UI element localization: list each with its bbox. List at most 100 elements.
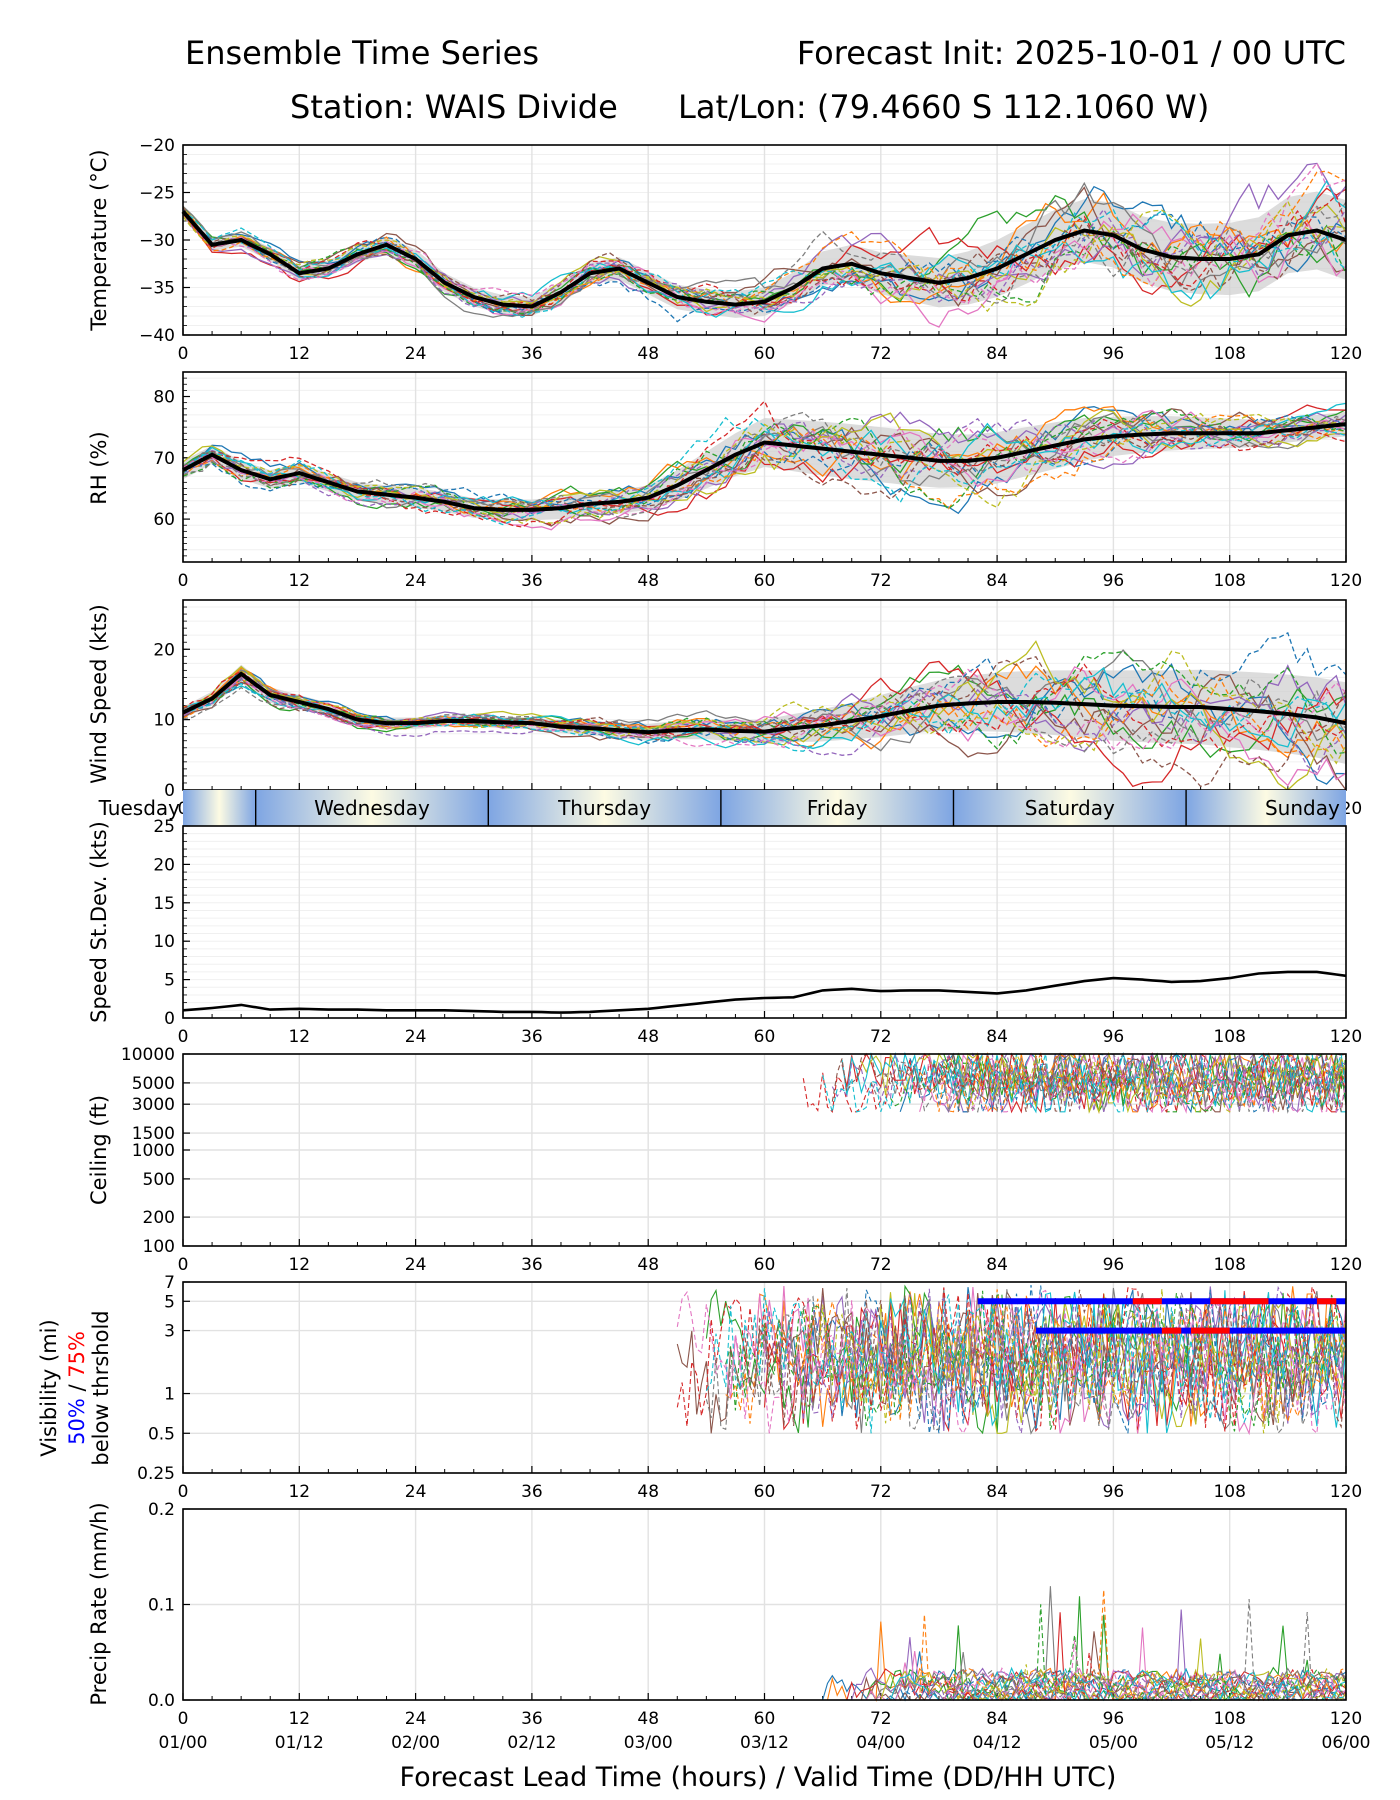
- member-line: [705, 1284, 1347, 1435]
- x-tick-label: 96: [1103, 1482, 1125, 1502]
- member-line: [705, 1288, 1347, 1435]
- member-line: [182, 408, 1347, 527]
- day-of-week-strip: Tuesday Wednesday Thursday Friday Saturday Su…: [98, 790, 1346, 826]
- x-tick-label: 36: [521, 571, 543, 591]
- y-tick-label: 10: [153, 932, 175, 952]
- vis-below-label: below thrshold: [89, 1310, 113, 1465]
- day-band: [720, 790, 954, 826]
- member-line: [182, 650, 1347, 765]
- member-line: [182, 673, 1347, 791]
- member-line: [182, 417, 1347, 516]
- y-tick-label: 70: [153, 449, 175, 469]
- member-line: [831, 1051, 1347, 1113]
- y-tick-label: 7: [164, 1273, 175, 1293]
- visibility-ylabel-pct: 50% / 75%: [65, 1331, 89, 1445]
- x-tick-label: 72: [870, 344, 892, 364]
- x-tick-label: 96: [1103, 1027, 1125, 1047]
- member-line: [182, 417, 1347, 513]
- day-label: Wednesday: [314, 796, 430, 820]
- temperature-panel: 0 12 24 36 48 60 72 84 96 108 120 −20 −25 −30 −35 −40 Te…: [87, 136, 1362, 364]
- member-line: [676, 1286, 1347, 1433]
- y-tick-label: 15: [153, 894, 175, 914]
- title-left: Ensemble Time Series: [185, 34, 539, 72]
- x-axis-label: Forecast Lead Time (hours) / Valid Time …: [400, 1762, 1117, 1793]
- x-tick-label: 60: [754, 344, 776, 364]
- x-tick-label: 24: [405, 1027, 427, 1047]
- y-axis-label: RH (%): [87, 431, 111, 504]
- mean-line: [182, 970, 1347, 1014]
- station-label: Station: WAIS Divide: [290, 88, 618, 126]
- y-axis-label: Wind Speed (kts): [87, 604, 111, 784]
- valid-tick-label: 06/00: [1322, 1733, 1371, 1753]
- member-line: [841, 1051, 1346, 1114]
- member-line: [909, 1053, 1347, 1114]
- x-tick-label: 12: [288, 344, 310, 364]
- day-label: Sunday: [1265, 796, 1340, 820]
- member-line: [182, 185, 1347, 316]
- valid-time-ticks: 01/00 01/12 02/00 02/12 03/00 03/12 04/00 04/12…: [159, 1733, 1371, 1753]
- member-line: [182, 208, 1347, 318]
- y-tick-label: 20: [153, 640, 175, 660]
- x-tick-label: 108: [1213, 571, 1245, 591]
- member-line: [182, 206, 1347, 315]
- y-tick-label: −20: [139, 136, 175, 156]
- panel-border: [182, 1053, 1347, 1247]
- x-tick-label: 60: [754, 571, 776, 591]
- member-line: [182, 412, 1347, 515]
- member-line: [957, 1052, 1347, 1113]
- x-tick-label: 0: [178, 1482, 189, 1502]
- x-tick-label: 0: [178, 1709, 189, 1729]
- x-tick-label: 108: [1213, 1709, 1245, 1729]
- member-line: [860, 1052, 1347, 1114]
- vis-75-label: 75%: [65, 1331, 89, 1378]
- member-line: [182, 201, 1347, 313]
- y-tick-label: 100: [143, 1237, 175, 1257]
- x-tick-label: 36: [521, 1482, 543, 1502]
- member-line: [822, 1053, 1347, 1113]
- visibility-ylabel-main: Visibility (mi): [37, 1319, 61, 1456]
- day-label: Friday: [807, 796, 868, 820]
- valid-tick-label: 04/12: [973, 1733, 1022, 1753]
- member-line: [182, 678, 1347, 774]
- valid-tick-label: 05/12: [1205, 1733, 1254, 1753]
- y-tick-label: 3000: [132, 1095, 175, 1115]
- member-line: [802, 1288, 1347, 1434]
- y-tick-label: 500: [143, 1170, 175, 1190]
- member-line: [182, 412, 1347, 524]
- rh-panel: 0 12 24 36 48 60 72 84 96 108 120 80 70 60 RH (%): [87, 371, 1362, 591]
- vis-slash-label: /: [65, 1378, 89, 1398]
- x-tick-label: 0: [178, 571, 189, 591]
- y-tick-label: 3: [164, 1322, 175, 1342]
- y-tick-label: 5: [164, 971, 175, 991]
- member-line: [831, 1052, 1347, 1113]
- precip-rate-panel: 0 12 24 36 48 60 72 84 96 108 120 0.2 0.1 0.0 Precip R…: [87, 1500, 1362, 1729]
- member-line: [182, 212, 1347, 315]
- member-line: [182, 407, 1347, 519]
- member-line: [967, 1051, 1347, 1113]
- y-tick-label: 0: [164, 1009, 175, 1029]
- x-tick-label: 96: [1103, 1709, 1125, 1729]
- day-band: [488, 790, 721, 826]
- x-tick-label: 60: [754, 1027, 776, 1047]
- latlon-label: Lat/Lon: (79.4660 S 112.1060 W): [678, 88, 1209, 126]
- x-tick-label: 12: [288, 1027, 310, 1047]
- vis-50-label: 50%: [65, 1398, 89, 1445]
- day-band: [953, 790, 1187, 826]
- x-tick-label: 84: [986, 1709, 1008, 1729]
- y-tick-label: 200: [143, 1208, 175, 1228]
- x-tick-label: 0: [178, 1255, 189, 1275]
- x-tick-label: 48: [637, 344, 659, 364]
- x-tick-label: 96: [1103, 1255, 1125, 1275]
- wind-speed-panel: 0122436486072849610812020100Wind Speed (…: [87, 599, 1362, 819]
- x-tick-label: 72: [870, 1709, 892, 1729]
- panel-border: [182, 371, 1347, 563]
- y-tick-label: −40: [139, 326, 175, 346]
- x-tick-label: 72: [870, 1255, 892, 1275]
- valid-tick-label: 05/00: [1089, 1733, 1138, 1753]
- y-tick-label: 80: [153, 388, 175, 408]
- member-line: [182, 212, 1347, 323]
- member-line: [705, 1288, 1347, 1434]
- y-tick-label: 1500: [132, 1124, 175, 1144]
- x-tick-label: 24: [405, 1255, 427, 1275]
